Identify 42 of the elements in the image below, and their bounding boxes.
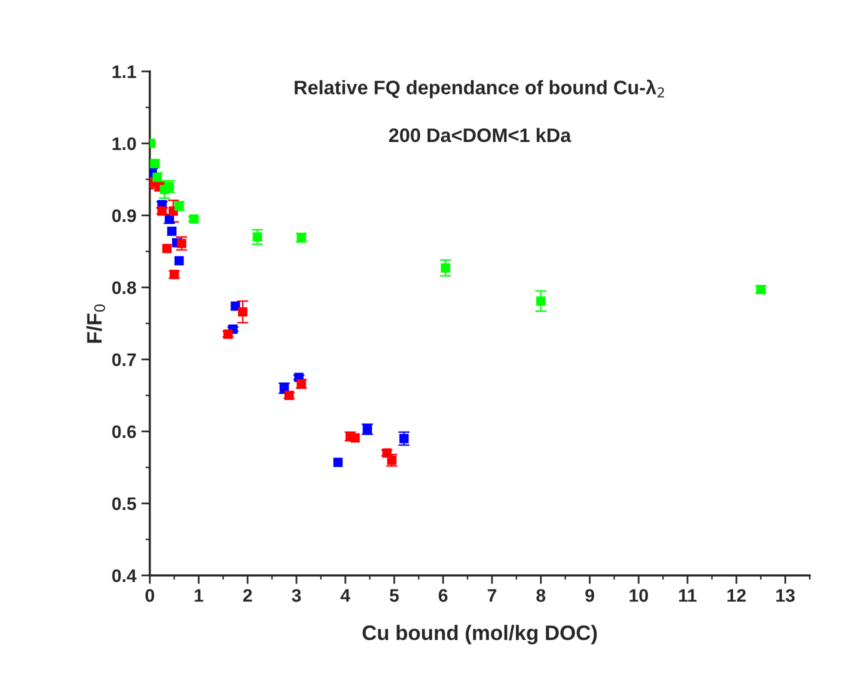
x-tick-label: 0 <box>146 589 154 602</box>
point <box>167 226 176 236</box>
point <box>238 307 248 317</box>
point <box>189 214 198 224</box>
point <box>174 256 184 266</box>
y-tick-label: 0.8 <box>112 281 136 294</box>
x-tick-label: 9 <box>585 589 594 602</box>
y-tick-label: 0.6 <box>112 425 136 438</box>
x-tick-label: 1 <box>194 589 204 602</box>
x-tick-label: 13 <box>776 589 795 602</box>
x-tick-label: 4 <box>340 589 350 602</box>
x-tick-label: 7 <box>488 589 496 602</box>
x-axis-title: Cu bound (mol/kg DOC) <box>362 624 597 644</box>
point <box>333 458 343 468</box>
point <box>230 301 240 311</box>
text: 200 Da<DOM<1 kDa <box>389 128 572 142</box>
point <box>150 158 160 168</box>
point <box>350 433 360 443</box>
x-tick-label: 10 <box>630 589 648 602</box>
x-tick-label: 5 <box>390 589 399 602</box>
x-tick-label: 8 <box>536 589 546 602</box>
x-tick-label: 3 <box>292 589 301 602</box>
point <box>756 284 766 294</box>
x-tick-label: 12 <box>727 589 746 602</box>
point <box>252 232 262 242</box>
y-tick-label: 0.5 <box>112 497 136 510</box>
y-tick-label: 1.0 <box>112 137 136 150</box>
point <box>176 238 186 248</box>
y-tick-label: 0.7 <box>112 353 136 366</box>
y-tick-label: 0.9 <box>112 209 136 222</box>
y-tick-label: 1.1 <box>112 66 136 78</box>
point <box>162 244 172 254</box>
point <box>536 296 546 306</box>
x-tick-label: 11 <box>679 589 697 602</box>
y-axis-title: F/F$_{0}$ <box>86 304 106 343</box>
y-tick-label: 0.4 <box>112 569 137 582</box>
point <box>440 263 450 273</box>
point <box>399 434 409 444</box>
chart-title: Relative FQ dependance of bound Cu-λ$_{2}$ <box>294 80 664 98</box>
x-tick-label: 6 <box>438 589 448 602</box>
point <box>170 270 179 280</box>
x-tick-label: 2 <box>243 589 252 602</box>
